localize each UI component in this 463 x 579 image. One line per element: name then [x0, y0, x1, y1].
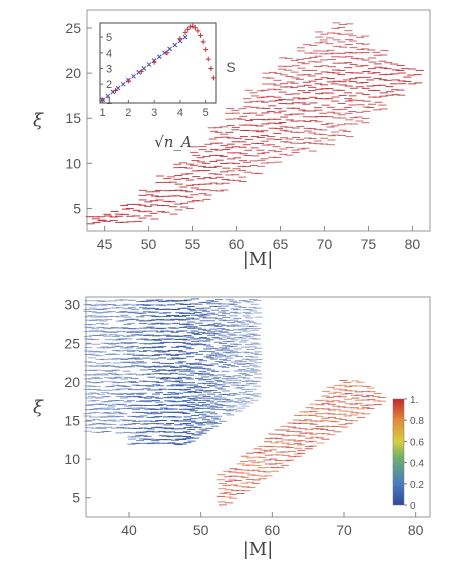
y-tick-label: 5 — [73, 200, 81, 216]
colorbar-tick-label: 0.8 — [410, 416, 424, 427]
y-tick-label: 20 — [65, 65, 81, 81]
colorbar-ticks: 0 0.2 0.4 0.6 0.8 1. — [404, 395, 424, 512]
y-tick-label: 30 — [64, 297, 80, 313]
x-tick-label: 60 — [229, 236, 245, 252]
y-tick-label: 25 — [64, 335, 80, 351]
inset-plus-marker — [187, 24, 193, 30]
x-tick-label: 75 — [361, 236, 377, 252]
inset-plus-marker — [164, 50, 170, 56]
inset-x-marker — [136, 70, 142, 75]
bottom-data-marks — [83, 298, 386, 506]
inset-x-marker — [131, 73, 136, 79]
inset-x-marker — [120, 81, 126, 87]
inset-x-tick-label: 2 — [125, 107, 131, 119]
inset-y-tick-label: 3 — [106, 63, 112, 75]
colorbar: 0 0.2 0.4 0.6 0.8 1. — [392, 395, 424, 512]
bottom-y-ticks: 5 10 15 20 25 30 — [64, 297, 91, 506]
inset-y-tick-label: 4 — [106, 48, 112, 60]
bottom-x-ticks: 40 50 60 70 80 — [121, 512, 424, 538]
x-tick-label: 70 — [317, 236, 333, 252]
inset-y-tick-label: 5 — [106, 32, 112, 44]
x-tick-label: 60 — [265, 522, 281, 538]
top-frame — [86, 9, 431, 232]
x-tick-label: 80 — [408, 522, 424, 538]
y-tick-label: 25 — [65, 20, 81, 36]
inset-plot: 1 2 3 4 5 1 2 3 4 5 √n_A S — [99, 22, 236, 151]
inset-x-tick-label: 5 — [203, 107, 209, 119]
colorbar-gradient — [392, 398, 405, 506]
colorbar-tick-label: 0.6 — [410, 437, 424, 448]
x-tick-label: 50 — [141, 236, 157, 252]
bottom-y-axis-label: ξ — [33, 397, 44, 418]
inset-plus-marker — [112, 87, 118, 93]
y-tick-label: 20 — [64, 374, 80, 390]
inset-x-tick-label: 4 — [177, 107, 183, 119]
inset-x-marker — [146, 62, 152, 67]
inset-x-marker — [156, 54, 162, 60]
inset-x-ticks: 1 2 3 4 5 — [100, 100, 209, 119]
inset-y-tick-label: 2 — [106, 79, 112, 91]
inset-x-axis-label: √n_A — [154, 133, 192, 151]
colorbar-tick-label: 0.2 — [410, 480, 424, 491]
inset-plus-marker — [185, 26, 191, 32]
inset-y-tick-label: 1 — [106, 95, 112, 107]
inset-plus-marker — [200, 39, 206, 45]
x-tick-label: 80 — [405, 236, 421, 252]
y-tick-label: 15 — [65, 110, 81, 126]
inset-x-marker — [115, 85, 121, 91]
y-tick-label: 5 — [72, 490, 80, 506]
colorbar-tick-label: 0 — [410, 501, 416, 512]
inset-x-marker — [172, 42, 178, 48]
inset-x-marker — [182, 34, 188, 40]
top-x-ticks: 45 50 55 60 65 70 75 80 — [97, 226, 421, 252]
inset-plus-marker — [192, 25, 198, 31]
inset-plus-marker — [195, 28, 201, 34]
bottom-frame — [85, 296, 431, 518]
inset-y-ticks: 1 2 3 4 5 — [100, 32, 112, 107]
x-tick-label: 45 — [97, 236, 113, 252]
inset-plus-marker — [210, 75, 216, 81]
inset-plus-marker — [151, 59, 157, 65]
inset-x-tick-label: 3 — [151, 107, 157, 119]
x-tick-label: 50 — [193, 522, 209, 538]
inset-y-axis-label: S — [226, 59, 235, 75]
inset-plus-marker — [182, 29, 188, 35]
inset-plus-marker — [205, 56, 211, 62]
inset-plus-marker — [203, 47, 209, 53]
inset-x-marker — [141, 66, 147, 71]
inset-plus-marker — [198, 33, 204, 39]
inset-x-marker — [167, 46, 172, 52]
x-tick-label: 65 — [273, 236, 289, 252]
inset-data-marks — [100, 23, 216, 103]
inset-plus-marker — [208, 65, 214, 71]
y-tick-label: 10 — [65, 155, 81, 171]
inset-plus-marker — [177, 36, 183, 42]
x-tick-label: 70 — [336, 522, 352, 538]
x-tick-label: 40 — [121, 522, 137, 538]
colorbar-tick-label: 0.4 — [410, 459, 424, 470]
inset-plus-marker — [138, 69, 144, 75]
bottom-x-axis-label: |M| — [243, 539, 274, 560]
inset-frame — [99, 22, 217, 104]
inset-x-marker — [162, 50, 167, 56]
top-y-ticks: 5 10 15 20 25 — [65, 20, 92, 216]
y-tick-label: 15 — [64, 413, 80, 429]
inset-x-tick-label: 1 — [100, 107, 106, 119]
x-tick-label: 55 — [185, 236, 201, 252]
top-data-marks — [85, 22, 424, 225]
inset-plus-marker — [190, 23, 196, 29]
inset-x-marker — [105, 93, 111, 99]
top-y-axis-label: ξ — [33, 110, 44, 131]
inset-plus-marker — [125, 78, 131, 84]
y-tick-label: 10 — [64, 451, 80, 467]
top-x-axis-label: |M| — [243, 249, 274, 270]
colorbar-tick-label: 1. — [410, 395, 418, 406]
